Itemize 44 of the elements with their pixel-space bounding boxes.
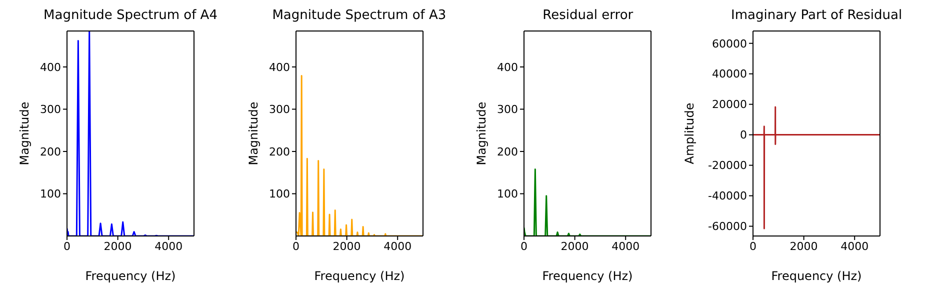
y-tick-label: 300 <box>40 103 61 116</box>
x-tick-label: 4000 <box>612 240 640 253</box>
x-tick-label: 0 <box>750 240 757 253</box>
y-tick-label: 300 <box>268 103 290 116</box>
y-tick-label: 400 <box>497 60 518 74</box>
line-series <box>753 106 880 230</box>
y-tick-label: -40000 <box>708 190 748 203</box>
x-tick-label: 4000 <box>154 240 183 253</box>
chart-title: Imaginary Part of Residual <box>730 8 904 23</box>
y-tick-label: 400 <box>40 60 61 74</box>
chart-title: Magnitude Spectrum of A3 <box>271 8 448 23</box>
y-tick-label: -20000 <box>708 159 748 172</box>
x-tick-label: 4000 <box>383 240 412 253</box>
chart-title: Magnitude Spectrum of A4 <box>42 8 218 23</box>
x-tick-label: 0 <box>292 240 300 253</box>
x-axis-title: Frequency (Hz) <box>771 269 862 283</box>
x-tick-label: 2000 <box>332 240 360 253</box>
x-axis-title: Frequency (Hz) <box>85 269 176 283</box>
y-tick-label: 200 <box>497 145 518 158</box>
y-tick-label: 100 <box>40 188 61 201</box>
chart-title: Residual error <box>542 8 634 23</box>
y-tick-label: 400 <box>268 60 290 74</box>
y-axis-title: Magnitude <box>474 102 489 166</box>
y-tick-label: 0 <box>740 128 748 142</box>
y-tick-label: 200 <box>268 145 290 158</box>
y-axis-title: Magnitude <box>17 102 32 166</box>
x-tick-label: 4000 <box>840 240 869 253</box>
x-tick-label: 2000 <box>790 240 818 253</box>
y-axis-title: Magnitude <box>246 102 260 166</box>
y-axis-title: Amplitude <box>682 102 696 164</box>
y-tick-label: 100 <box>497 188 518 201</box>
x-tick-label: 0 <box>520 240 528 253</box>
y-tick-label: 300 <box>497 103 518 116</box>
y-tick-label: 200 <box>40 145 61 158</box>
y-tick-label: -60000 <box>708 220 748 234</box>
y-tick-label: 60000 <box>712 37 748 50</box>
y-tick-label: 40000 <box>712 68 748 81</box>
x-tick-label: 2000 <box>561 240 590 253</box>
y-tick-label: 20000 <box>712 98 748 112</box>
x-axis-title: Frequency (Hz) <box>314 269 404 283</box>
y-tick-label: 100 <box>268 188 290 201</box>
x-axis-title: Frequency (Hz) <box>542 269 634 283</box>
x-tick-label: 0 <box>64 240 70 253</box>
x-tick-label: 2000 <box>104 240 132 253</box>
